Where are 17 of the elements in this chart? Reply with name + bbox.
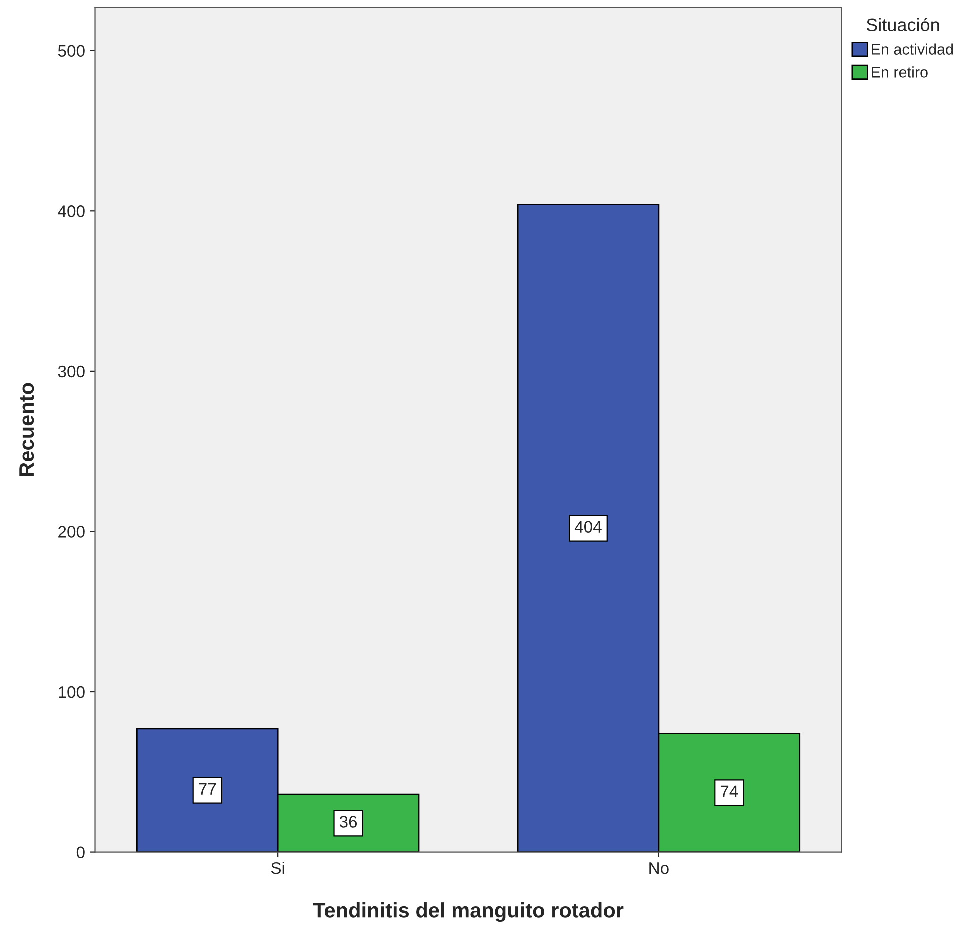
data-label: 74 <box>720 786 738 798</box>
y-axis-title: Recuento <box>20 383 34 476</box>
data-label: 404 <box>574 521 602 533</box>
legend-label: En retiro <box>872 66 928 78</box>
data-label: 36 <box>340 816 358 828</box>
legend-title: Situación <box>866 18 940 32</box>
y-tick-label: 300 <box>58 366 85 378</box>
x-tick-label: Si <box>271 862 284 874</box>
y-tick-label: 500 <box>58 45 85 58</box>
x-tick-label: No <box>650 862 669 874</box>
y-tick-label: 100 <box>59 686 85 698</box>
y-tick-label: 400 <box>58 206 85 218</box>
y-tick-label: 200 <box>58 526 85 538</box>
x-axis-title: Tendinitis del manguito rotador <box>313 902 624 922</box>
data-label: 77 <box>199 783 216 795</box>
legend-label: En actividad <box>872 44 954 55</box>
y-tick-label: 0 <box>76 846 85 859</box>
